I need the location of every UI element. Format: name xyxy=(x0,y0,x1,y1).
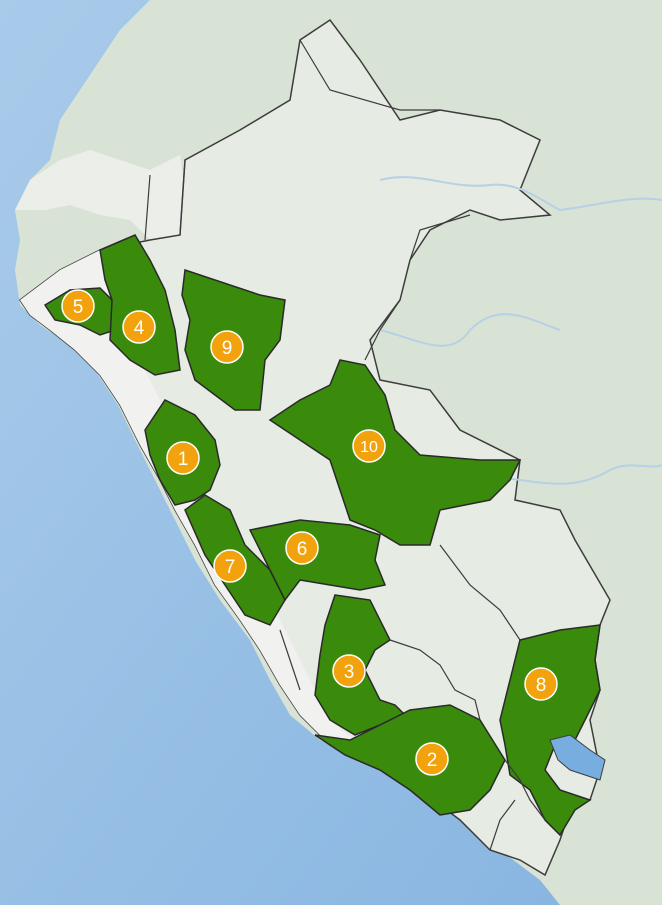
marker-2-label: 2 xyxy=(427,750,438,771)
land-coastal-pale xyxy=(15,150,190,260)
region-8 xyxy=(499,624,601,837)
marker-9-label: 9 xyxy=(222,338,233,359)
marker-2[interactable]: 2 xyxy=(415,742,449,776)
highlighted-regions xyxy=(43,234,601,837)
marker-1-label: 1 xyxy=(178,449,189,470)
region-10 xyxy=(268,359,522,546)
marker-9[interactable]: 9 xyxy=(210,330,244,364)
marker-1[interactable]: 1 xyxy=(166,441,200,475)
region-6 xyxy=(248,519,387,602)
markers: 1 2 3 4 5 6 7 8 xyxy=(61,289,558,776)
marker-6[interactable]: 6 xyxy=(285,531,319,565)
marker-3-label: 3 xyxy=(344,662,355,683)
marker-10-label: 10 xyxy=(360,439,378,456)
marker-7-label: 7 xyxy=(225,557,236,578)
marker-6-label: 6 xyxy=(297,539,308,560)
marker-8[interactable]: 8 xyxy=(524,667,558,701)
river-amazon xyxy=(379,176,662,212)
region-4 xyxy=(99,234,181,376)
lake-titicaca xyxy=(549,734,606,781)
region-2 xyxy=(314,704,506,816)
marker-7[interactable]: 7 xyxy=(213,549,247,583)
marker-5[interactable]: 5 xyxy=(61,289,95,323)
marker-4[interactable]: 4 xyxy=(122,310,156,344)
marker-5-label: 5 xyxy=(73,297,84,318)
marker-4-label: 4 xyxy=(134,318,145,339)
river-ucayali xyxy=(379,313,561,347)
marker-8-label: 8 xyxy=(536,675,547,696)
marker-3[interactable]: 3 xyxy=(332,654,366,688)
region-borders xyxy=(144,39,546,851)
marker-10[interactable]: 10 xyxy=(352,429,386,463)
